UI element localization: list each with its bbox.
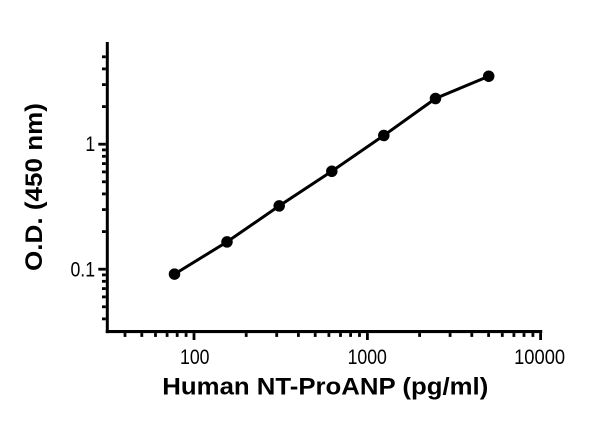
svg-text:0.1: 0.1 <box>71 258 96 282</box>
svg-text:1000: 1000 <box>348 345 387 369</box>
svg-text:100: 100 <box>180 345 210 369</box>
svg-text:Human NT-ProANP (pg/ml): Human NT-ProANP (pg/ml) <box>162 374 488 401</box>
svg-text:10000: 10000 <box>514 345 565 369</box>
svg-text:1: 1 <box>85 132 95 156</box>
svg-text:O.D. (450 nm): O.D. (450 nm) <box>21 103 48 271</box>
